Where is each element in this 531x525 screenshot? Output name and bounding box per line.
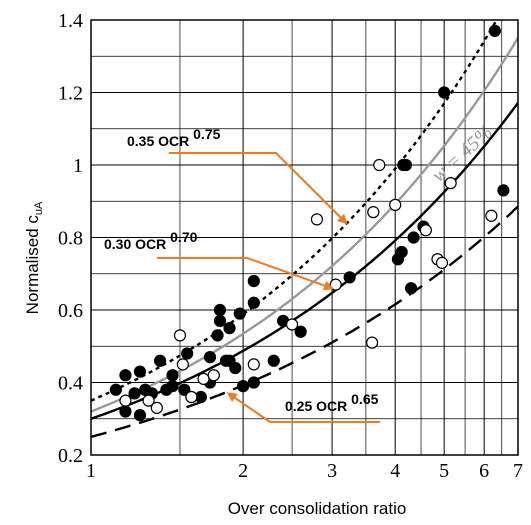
data-point-filled bbox=[181, 347, 194, 360]
data-point-filled bbox=[404, 282, 418, 295]
plot-frame bbox=[90, 19, 519, 456]
data-point-filled bbox=[166, 380, 179, 393]
x-tick-label: 6 bbox=[479, 460, 489, 482]
data-point-filled bbox=[119, 405, 132, 418]
annotation-power: 0.70 bbox=[170, 229, 197, 245]
data-point-filled bbox=[213, 314, 227, 327]
data-point-open bbox=[247, 358, 260, 371]
annotation-power: 0.75 bbox=[193, 126, 220, 142]
data-point-filled bbox=[237, 380, 250, 393]
data-point-open bbox=[142, 394, 155, 407]
data-point-filled bbox=[438, 86, 451, 99]
annotation-label: 0.25 OCR 0.65 bbox=[285, 391, 379, 414]
data-point-filled bbox=[407, 231, 420, 244]
x-tick-label: 4 bbox=[390, 460, 400, 482]
curve-cw45 bbox=[91, 37, 518, 413]
data-point-open bbox=[435, 256, 449, 269]
y-tick-label: 1.4 bbox=[58, 10, 83, 32]
data-point-open bbox=[373, 158, 386, 172]
data-point-filled bbox=[233, 307, 246, 320]
x-tick-label: 1 bbox=[86, 460, 96, 482]
data-point-open bbox=[365, 336, 379, 349]
annotation-label: 0.35 OCR 0.75 bbox=[127, 126, 221, 149]
annotation-power: 0.65 bbox=[351, 391, 378, 407]
data-point-filled bbox=[211, 329, 224, 342]
y-tick-label: 0.8 bbox=[58, 228, 83, 250]
x-tick-label: 2 bbox=[238, 460, 248, 482]
data-point-filled bbox=[267, 354, 280, 367]
data-point-filled bbox=[247, 274, 260, 288]
y-axis-label-sub: uA bbox=[33, 201, 45, 215]
data-point-filled bbox=[247, 376, 260, 389]
data-point-filled bbox=[395, 245, 408, 259]
annotation-base: 0.35 OCR bbox=[127, 133, 193, 149]
data-point-filled bbox=[343, 271, 356, 284]
data-point-filled bbox=[128, 387, 141, 400]
data-point-filled bbox=[223, 322, 236, 335]
annotation-arrow bbox=[169, 152, 348, 225]
data-point-open bbox=[197, 372, 210, 385]
data-point-filled bbox=[203, 351, 217, 364]
data-point-open bbox=[367, 206, 380, 219]
data-point-open bbox=[150, 401, 163, 414]
data-point-filled bbox=[294, 325, 307, 338]
x-tick-label: 7 bbox=[513, 460, 523, 482]
data-point-filled bbox=[497, 184, 510, 197]
curve-c035 bbox=[91, 20, 499, 402]
data-point-open bbox=[119, 394, 132, 407]
data-point-filled bbox=[119, 369, 132, 382]
y-tick-label: 1 bbox=[73, 155, 83, 177]
data-point-open bbox=[176, 358, 189, 371]
y-tick-label: 1.2 bbox=[58, 83, 83, 105]
data-point-filled bbox=[166, 369, 179, 382]
data-point-open bbox=[207, 369, 220, 382]
annotations: 0.35 OCR 0.75 0.30 OCR 0.70 0.25 OCR 0.65 bbox=[104, 126, 380, 423]
data-point-filled bbox=[488, 24, 501, 37]
data-point-open bbox=[389, 198, 402, 211]
data-point-filled bbox=[247, 296, 260, 309]
curve-c025 bbox=[91, 205, 518, 439]
data-point-open bbox=[185, 390, 198, 404]
data-point-filled bbox=[229, 361, 242, 375]
data-point-open bbox=[173, 329, 187, 342]
data-point-filled bbox=[109, 383, 122, 396]
data-point-open bbox=[444, 177, 457, 190]
data-point-filled bbox=[178, 383, 191, 396]
data-point-open bbox=[310, 213, 324, 226]
data-point-filled bbox=[133, 409, 147, 422]
data-point-open bbox=[485, 209, 498, 222]
data-point-open bbox=[419, 224, 432, 237]
y-tick-label: 0.2 bbox=[58, 445, 83, 467]
data-point-filled bbox=[153, 354, 167, 367]
x-tick-label: 5 bbox=[439, 460, 449, 482]
annotation-base: 0.25 OCR bbox=[285, 398, 351, 414]
annotation-label: 0.30 OCR 0.70 bbox=[104, 229, 198, 252]
y-tick-label: 0.4 bbox=[58, 373, 83, 395]
x-axis-label: Over consolidation ratio bbox=[228, 499, 407, 518]
annotation-arrow bbox=[226, 392, 380, 423]
y-axis-label-main: Normalised c bbox=[23, 215, 42, 315]
y-tick-label: 0.6 bbox=[58, 300, 83, 322]
data-point-filled bbox=[213, 303, 227, 317]
axis-ticks: 1 2 3 4 5 6 7 0.2 0.4 0.6 0.8 1 1.2 1.4 bbox=[58, 10, 523, 482]
data-points bbox=[109, 24, 510, 422]
data-point-open bbox=[285, 318, 299, 331]
data-point-filled bbox=[133, 365, 147, 378]
x-tick-label: 3 bbox=[327, 460, 337, 482]
y-axis-label: Normalised cuA bbox=[23, 201, 45, 314]
annotation-base: 0.30 OCR bbox=[104, 236, 170, 252]
data-point-filled bbox=[399, 158, 413, 172]
annotation-arrow bbox=[157, 257, 334, 291]
